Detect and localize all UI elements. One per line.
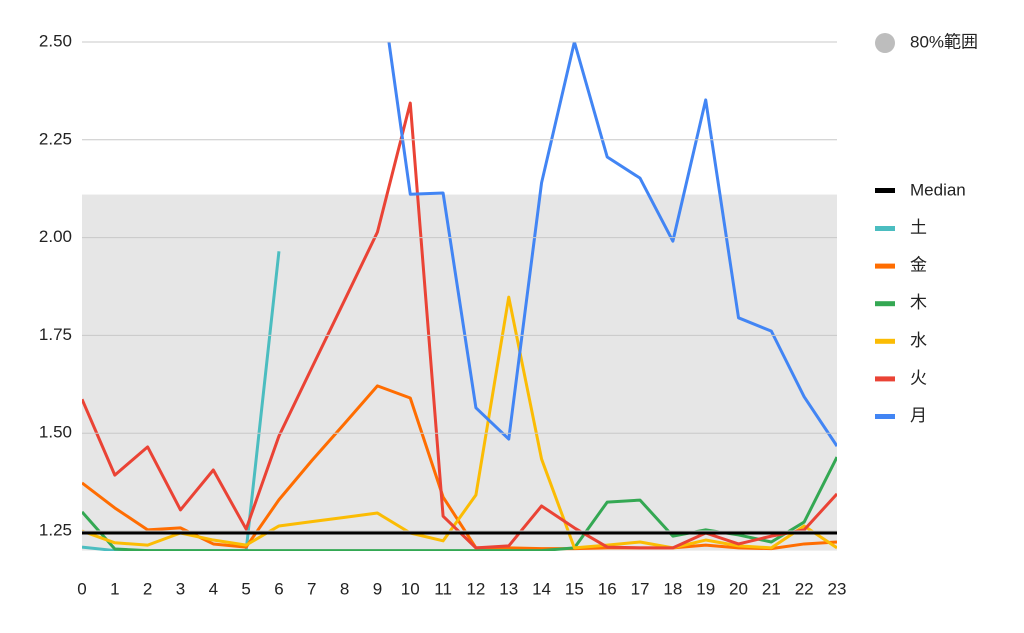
legend-label: 金 [910, 256, 927, 275]
legend-swatch [875, 301, 895, 307]
x-tick-label: 0 [77, 579, 86, 598]
x-tick-label: 13 [499, 579, 518, 598]
legend-swatch [875, 376, 895, 382]
legend-swatch [875, 338, 895, 344]
x-tick-label: 3 [176, 579, 185, 598]
series-line [387, 42, 837, 447]
y-tick-label: 1.75 [39, 325, 72, 344]
x-tick-label: 12 [466, 579, 485, 598]
legend-label: 土 [910, 218, 927, 237]
y-tick-label: 2.00 [39, 227, 72, 246]
series-line [82, 295, 837, 550]
legend-swatch [875, 414, 895, 419]
legend-label: 月 [910, 406, 927, 425]
legend-swatch [875, 33, 895, 53]
x-tick-label: 1 [110, 579, 119, 598]
legend-label: Median [910, 180, 966, 199]
series-line [82, 384, 837, 551]
legend-label: 水 [910, 331, 927, 350]
x-tick-label: 16 [598, 579, 617, 598]
x-tick-label: 4 [209, 579, 218, 598]
x-tick-label: 7 [307, 579, 316, 598]
x-tick-label: 8 [340, 579, 349, 598]
legend-label: 80%範囲 [910, 32, 978, 51]
legend-label: 火 [910, 368, 927, 387]
x-tick-label: 18 [663, 579, 682, 598]
legend-swatch [875, 188, 895, 193]
y-tick-label: 2.25 [39, 129, 72, 148]
x-tick-label: 21 [762, 579, 781, 598]
x-tick-label: 2 [143, 579, 152, 598]
x-tick-label: 9 [373, 579, 382, 598]
x-tick-label: 11 [434, 579, 452, 598]
x-tick-label: 6 [274, 579, 283, 598]
x-tick-label: 5 [241, 579, 250, 598]
x-tick-label: 10 [401, 579, 420, 598]
legend-swatch [875, 263, 895, 269]
plot-area [82, 42, 837, 551]
x-tick-label: 14 [532, 579, 551, 598]
x-tick-label: 19 [696, 579, 715, 598]
x-tick-label: 15 [565, 579, 584, 598]
legend-label: 木 [910, 293, 927, 312]
y-tick-label: 1.25 [39, 521, 72, 540]
x-tick-label: 22 [795, 579, 814, 598]
x-tick-label: 23 [828, 579, 847, 598]
y-tick-label: 2.50 [39, 31, 72, 50]
range-band [82, 194, 837, 551]
y-tick-label: 1.50 [39, 423, 72, 442]
x-tick-label: 17 [631, 579, 650, 598]
x-tick-label: 20 [729, 579, 748, 598]
legend-swatch [875, 226, 895, 231]
